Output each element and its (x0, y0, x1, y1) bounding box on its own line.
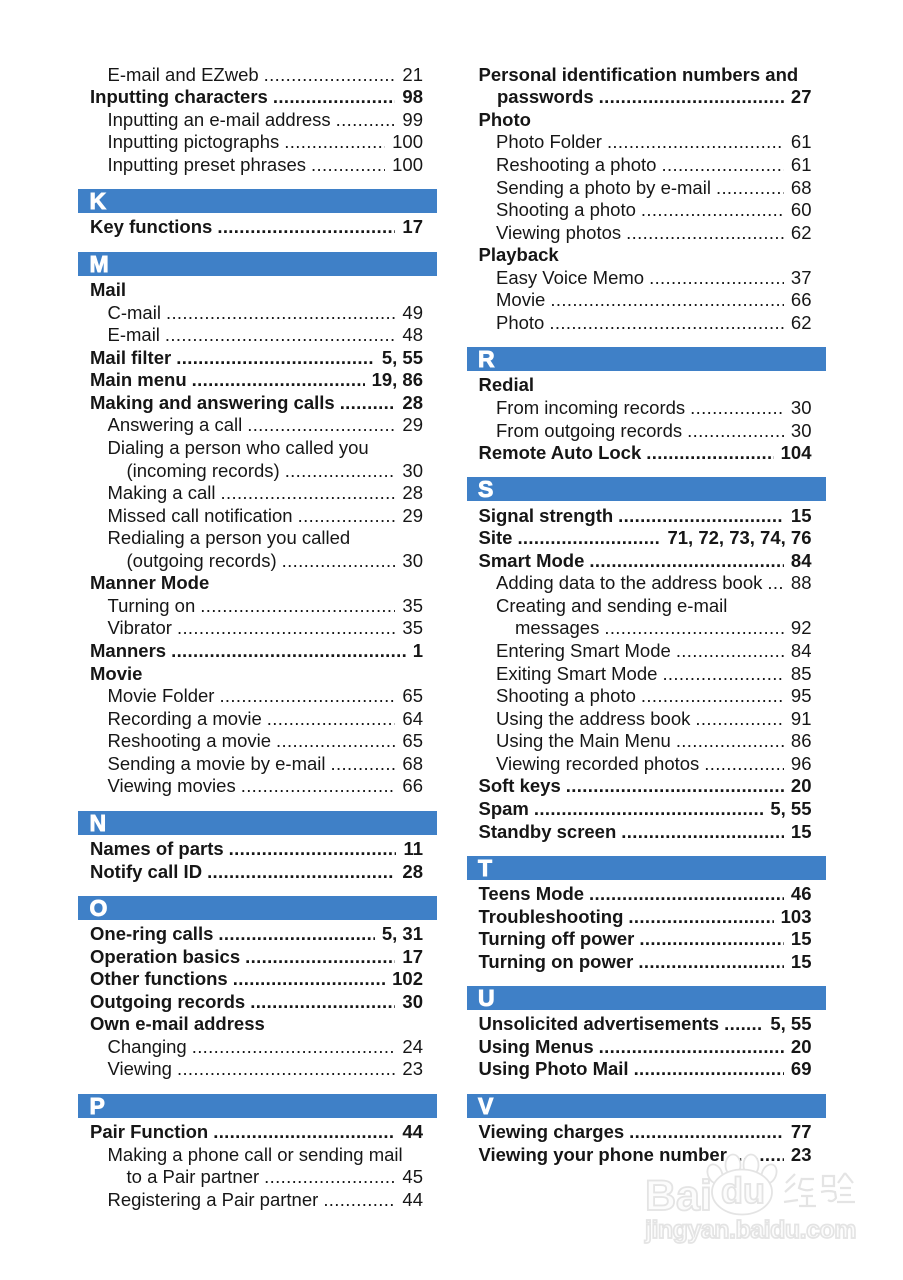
svg-text:Bai: Bai (645, 1172, 712, 1220)
svg-text:du: du (721, 1170, 765, 1211)
svg-text:jingyan.baidu.com: jingyan.baidu.com (644, 1216, 856, 1244)
